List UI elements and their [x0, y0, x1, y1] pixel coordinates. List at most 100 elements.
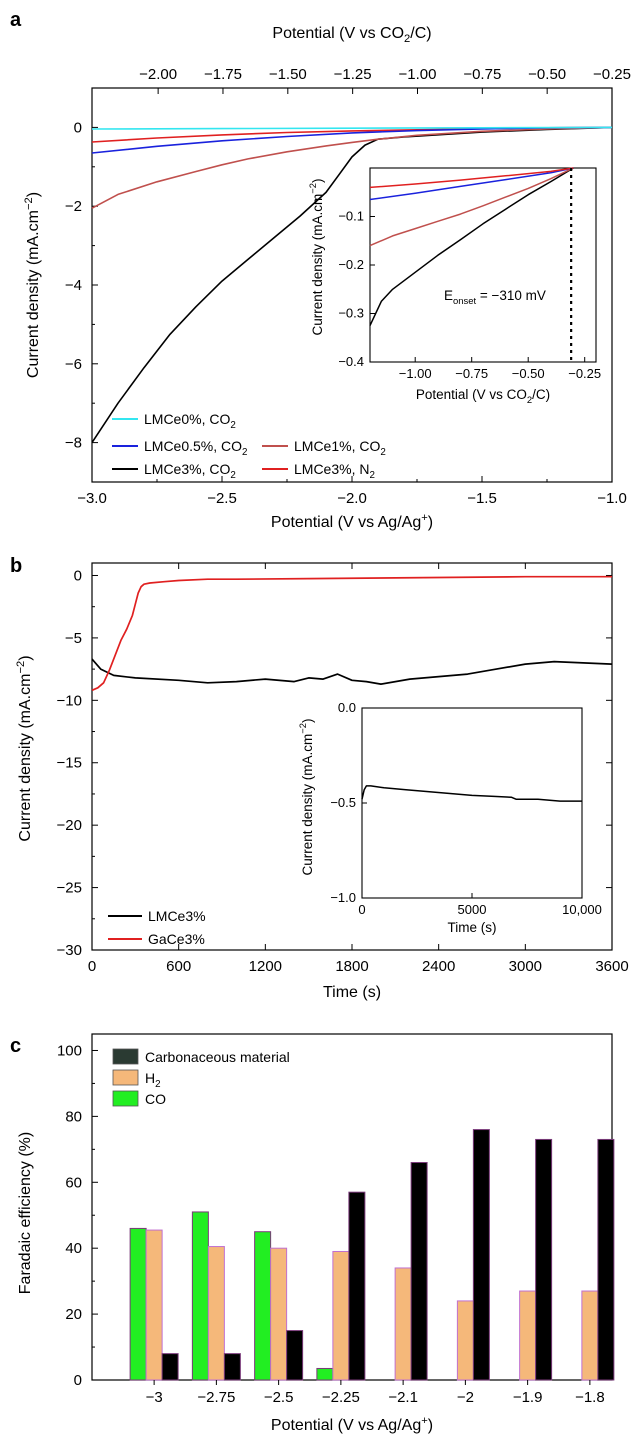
text-run: Potential (V vs Ag/Ag: [271, 1417, 421, 1434]
bar: [394, 1267, 412, 1381]
y-tick-label: 0: [74, 119, 82, 136]
bar: [254, 1231, 272, 1381]
subscript: 2: [404, 33, 410, 45]
y-tick-label: −8: [65, 435, 82, 452]
text-run: Potential (V vs Ag/Ag: [271, 514, 421, 531]
inset-series-line: [369, 167, 574, 201]
superscript: −: [308, 188, 319, 194]
onset-annotation: Eonset = −310 mV: [444, 288, 546, 307]
series-line: [91, 126, 613, 209]
subscript: 2: [155, 1079, 160, 1090]
bar: [456, 1300, 474, 1381]
y-tick-label: 60: [65, 1174, 82, 1191]
x2-tick-label: −2.00: [139, 66, 177, 83]
legend-label: LMCe3%: [148, 908, 206, 924]
inset-x-tick-label: −0.50: [512, 366, 545, 381]
text-run: ): [310, 178, 325, 183]
superscript: +: [421, 512, 428, 524]
x-tick-label: −2.5: [207, 490, 237, 507]
superscript: −: [15, 667, 27, 674]
text-run: LMCe0.5%, CO: [144, 438, 242, 454]
inset-x-tick-label: −0.25: [568, 366, 601, 381]
bar: [332, 1250, 350, 1381]
x-tick-label: −2.0: [337, 490, 367, 507]
text-run: /: [410, 25, 415, 42]
inset-b: 0 5000 10,000 −1.0 −0.5 0.0 Time (s) Current de…: [298, 700, 602, 935]
legend-label: H2: [145, 1070, 161, 1090]
x-axis-label: Potential (V vs Ag/Ag+): [271, 512, 433, 531]
bar: [191, 1211, 209, 1381]
superscript: 2: [15, 661, 27, 667]
inset-x-axis-label: Potential (V vs CO2/C): [416, 387, 550, 406]
bar: [581, 1290, 599, 1381]
subscript: 2: [230, 470, 235, 481]
x-tick-label: −1.0: [597, 490, 627, 507]
x-tick-label: 1800: [335, 958, 368, 975]
text-run: /: [532, 387, 536, 402]
inset-x-tick-label: −1.00: [399, 366, 432, 381]
inset-x-tick-label: 10,000: [562, 902, 602, 917]
inset-a: −1.00 −0.75 −0.50 −0.25 −0.4 −0.3 −0.2 −0.1 Pote…: [308, 167, 601, 406]
y-tick-label: 40: [65, 1240, 82, 1257]
x-tick-label: −2.25: [322, 1389, 360, 1406]
y-axis-label: Faradaic efficiency (%): [17, 1132, 34, 1294]
inset-series-line: [361, 785, 582, 802]
superscript: 2: [23, 197, 35, 203]
y-tick-label: 0: [74, 567, 82, 584]
legend-label: LMCe0.5%, CO2: [144, 438, 248, 458]
y-tick-label: −15: [57, 755, 82, 772]
subscript: 2: [242, 447, 247, 458]
y-tick-label: −6: [65, 356, 82, 373]
text-run: LMCe0%, CO: [144, 411, 230, 427]
x-tick-label: 600: [166, 958, 191, 975]
legend-label: LMCe1%, CO2: [294, 438, 386, 458]
x2-tick-label: −0.50: [528, 66, 566, 83]
inset-x-axis-label: Time (s): [448, 920, 497, 935]
panel-b-label: b: [10, 555, 22, 577]
text-run: Current density (mA.cm: [310, 194, 325, 336]
inset-frame: [361, 707, 583, 899]
y-axis-label: Current density (mA.cm−2): [23, 192, 42, 378]
x-tick-label: −2.5: [264, 1389, 294, 1406]
subscript: 2: [369, 470, 374, 481]
bar: [410, 1162, 428, 1381]
text-run: LMCe3%, N: [294, 461, 369, 477]
superscript: +: [421, 1415, 428, 1427]
inset-y-axis-label: Current density (mA.cm−2): [308, 178, 325, 335]
series-line: [91, 658, 613, 685]
legend-label: LMCe3%, CO2: [144, 461, 236, 481]
bar: [270, 1247, 288, 1381]
inset-y-tick-label: −1.0: [330, 890, 356, 905]
panel-c-label: c: [10, 1035, 21, 1057]
text-run: H: [145, 1070, 155, 1086]
x-tick-label: −2.75: [197, 1389, 235, 1406]
x2-tick-label: −0.25: [593, 66, 631, 83]
bar: [129, 1227, 147, 1381]
inset-y-tick-label: −0.2: [338, 257, 364, 272]
y-tick-label: −2: [65, 198, 82, 215]
y-tick-label: −30: [57, 942, 82, 959]
panel-a-label: a: [10, 9, 22, 31]
bar: [597, 1138, 615, 1381]
x-axis-label: Time (s): [323, 984, 381, 1001]
inset-series-line: [369, 167, 574, 189]
x-axis-label: Potential (V vs Ag/Ag+): [271, 1415, 433, 1434]
series-line: [91, 126, 613, 130]
panel-c: c 0 20 40 60 80 100 −3 −2.75 −2.5 −2.25 −2.1 −2 −1.9 −…: [10, 1033, 615, 1434]
x-tick-label: 2400: [422, 958, 455, 975]
legend: LMCe3% GaCe3%: [108, 908, 206, 947]
x-tick-label: −2: [457, 1389, 474, 1406]
bar: [519, 1290, 537, 1381]
inset-y-tick-label: −0.5: [330, 795, 356, 810]
x-tick-label: 3000: [509, 958, 542, 975]
bar: [161, 1353, 179, 1381]
x-tick-label: 3600: [595, 958, 628, 975]
x-tick-label: −3.0: [77, 490, 107, 507]
subscript: 2: [380, 447, 385, 458]
y-tick-label: 80: [65, 1108, 82, 1125]
inset-y-tick-label: 0.0: [338, 700, 356, 715]
legend-label: CO: [145, 1091, 166, 1107]
legend-swatch: [112, 1069, 139, 1086]
x2-tick-label: −1.75: [204, 66, 242, 83]
